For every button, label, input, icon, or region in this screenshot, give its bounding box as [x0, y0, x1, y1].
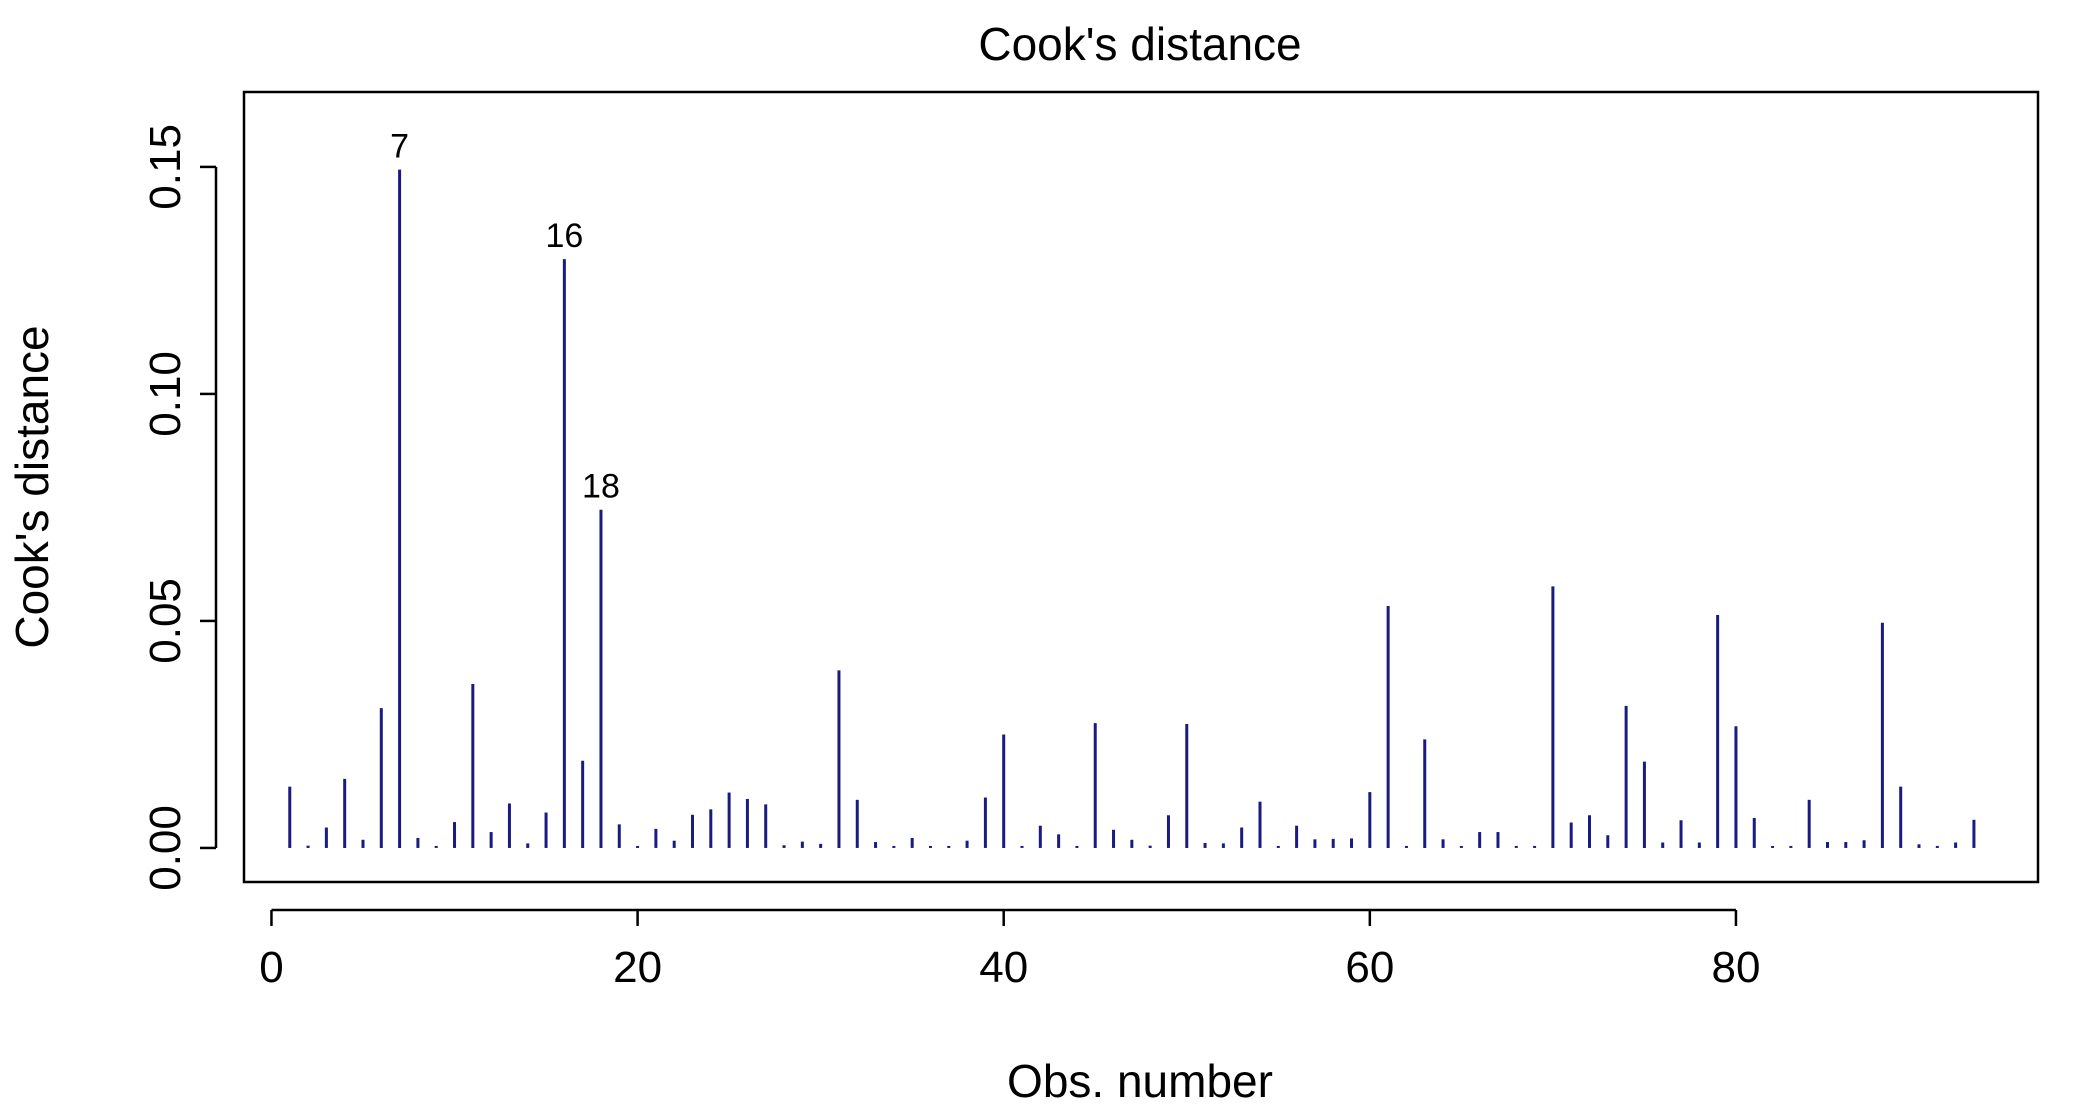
bars-group — [288, 169, 1976, 848]
x-axis: 0 20 40 60 80 — [259, 908, 1760, 992]
x-tick-label-40: 40 — [979, 943, 1028, 992]
y-axis-label: Cook's distance — [6, 325, 58, 648]
x-tick-label-0: 0 — [259, 943, 283, 992]
obs-label-16: 16 — [545, 217, 583, 255]
y-tick-label-1: 0.05 — [141, 578, 190, 664]
x-tick-label-80: 80 — [1711, 943, 1760, 992]
y-tick-label-2: 0.10 — [141, 351, 190, 437]
x-tick-label-20: 20 — [613, 943, 662, 992]
y-tick-label-3: 0.15 — [141, 124, 190, 210]
x-tick-label-60: 60 — [1345, 943, 1394, 992]
chart-title: Cook's distance — [978, 18, 1301, 70]
obs-label-7: 7 — [390, 128, 409, 166]
y-axis: 0.00 0.05 0.10 0.15 — [141, 124, 218, 891]
x-axis-label: Obs. number — [1007, 1055, 1273, 1107]
obs-labels-group: 7 16 18 — [390, 128, 620, 506]
obs-label-18: 18 — [582, 468, 620, 506]
y-tick-label-0: 0.00 — [141, 805, 190, 891]
plot-frame — [242, 90, 2040, 884]
